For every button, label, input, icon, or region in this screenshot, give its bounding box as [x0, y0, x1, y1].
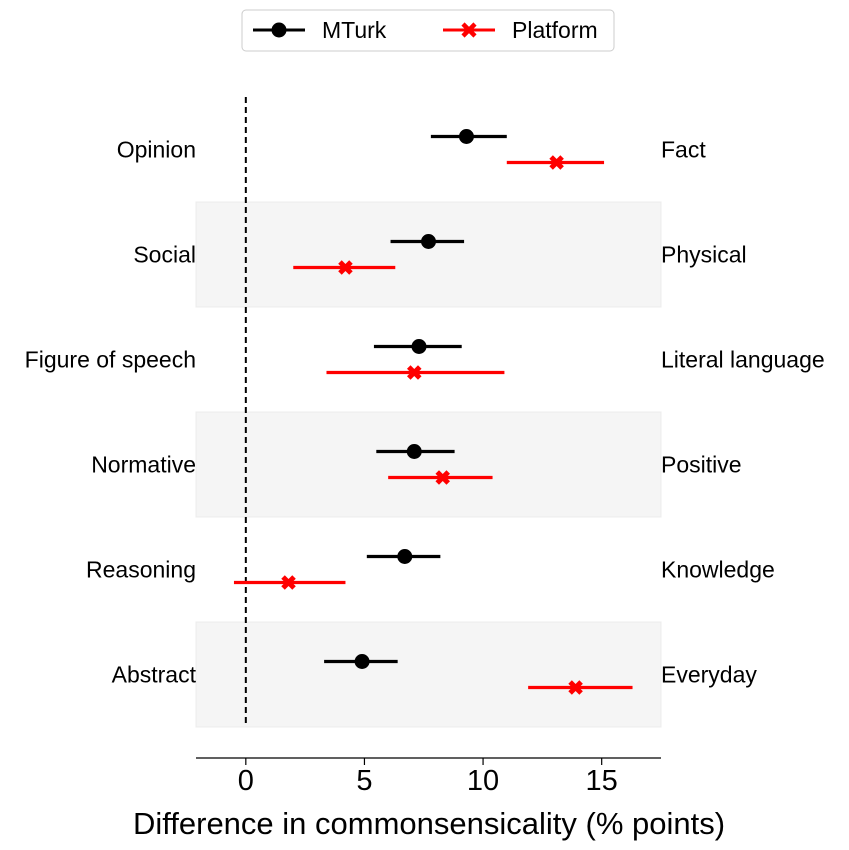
mturk-point [406, 444, 422, 459]
platform-point [281, 575, 296, 590]
legend-label-platform: Platform [512, 17, 598, 43]
mturk-point [411, 339, 427, 354]
category-labels: Opinion Fact Social Physical Figure of speec… [25, 137, 825, 688]
legend-marker-platform [461, 22, 477, 38]
platform-point [568, 680, 583, 695]
left-category-label: Reasoning [86, 557, 196, 583]
mturk-point [458, 129, 474, 144]
legend-entry-mturk: MTurk [253, 17, 387, 43]
x-tick-label: 15 [586, 765, 618, 797]
right-category-label: Physical [661, 242, 747, 268]
legend: MTurk Platform [241, 9, 615, 52]
platform-point [549, 155, 564, 170]
row-band-1 [195, 201, 662, 308]
x-tick-label: 0 [238, 765, 254, 797]
left-category-label: Abstract [112, 662, 197, 688]
left-category-label: Normative [91, 452, 196, 478]
mturk-point [354, 654, 370, 669]
legend-marker-mturk [271, 22, 287, 38]
x-axis: 0 5 10 15 Difference in commonsensicality (… [133, 757, 725, 841]
row-band-5 [195, 621, 662, 728]
right-category-label: Positive [661, 452, 742, 478]
mturk-point [397, 549, 413, 564]
legend-label-mturk: MTurk [322, 17, 387, 43]
platform-point [435, 470, 451, 485]
legend-box [241, 9, 615, 52]
right-category-label: Fact [661, 137, 706, 163]
platform-point [406, 365, 422, 380]
x-axis-label: Difference in commonsensicality (% point… [133, 806, 725, 841]
x-tick-label: 5 [356, 765, 372, 797]
left-category-label: Figure of speech [25, 347, 196, 373]
right-category-label: Literal language [661, 347, 825, 373]
right-category-label: Knowledge [661, 557, 775, 583]
left-category-label: Opinion [117, 137, 196, 163]
row-shading [195, 201, 662, 728]
platform-point [338, 260, 353, 275]
mturk-point [421, 234, 436, 249]
series-layer [233, 129, 633, 695]
x-ticks: 0 5 10 15 [238, 758, 618, 797]
row-band-3 [195, 411, 662, 518]
x-tick-label: 10 [467, 765, 499, 797]
left-category-label: Social [133, 242, 196, 268]
right-category-label: Everyday [661, 662, 757, 688]
legend-entry-platform: Platform [443, 17, 598, 43]
